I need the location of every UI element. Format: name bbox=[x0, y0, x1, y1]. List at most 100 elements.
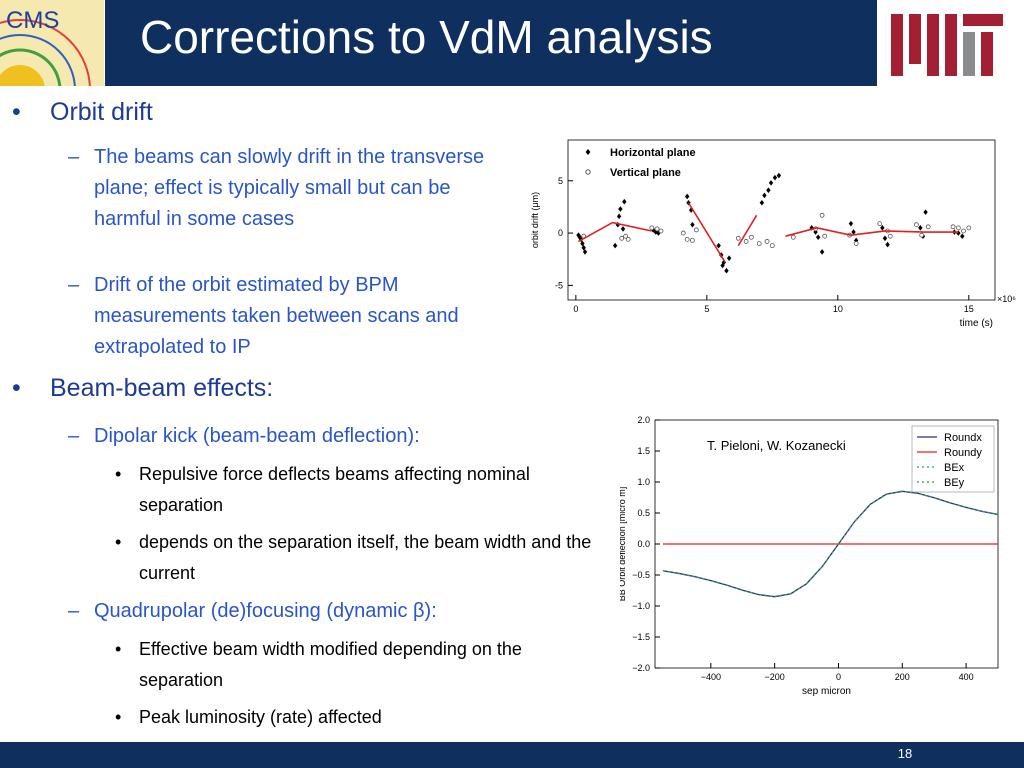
x-tick-label: 15 bbox=[964, 304, 974, 314]
point bbox=[690, 221, 695, 228]
y-tick-label: 0 bbox=[558, 228, 563, 238]
point bbox=[576, 232, 581, 238]
point bbox=[581, 244, 586, 251]
point bbox=[790, 234, 796, 240]
slide-title: Corrections to VdM analysis bbox=[140, 11, 713, 63]
y-tick-label: 0.0 bbox=[637, 539, 650, 549]
annotation: T. Pieloni, W. Kozanecki bbox=[707, 438, 846, 453]
point bbox=[819, 212, 825, 218]
cms-logo-graphic: CMS bbox=[0, 7, 91, 86]
dash-marker: – bbox=[68, 600, 80, 622]
sub-sub-bullet: depends on the separation itself, the be… bbox=[139, 532, 592, 583]
point bbox=[960, 233, 965, 240]
legend-swatch bbox=[585, 149, 591, 155]
legend-label: BEx bbox=[944, 462, 965, 474]
cms-logo: CMS bbox=[0, 0, 104, 86]
point bbox=[882, 235, 888, 242]
logo-bar bbox=[945, 14, 957, 76]
y-tick-label: −1.5 bbox=[632, 632, 650, 642]
point bbox=[918, 225, 923, 231]
point bbox=[658, 228, 664, 234]
bullet-marker: • bbox=[12, 98, 21, 126]
y-tick-label: 5 bbox=[558, 176, 563, 186]
point bbox=[877, 221, 883, 227]
point bbox=[815, 234, 821, 241]
point bbox=[925, 224, 931, 230]
bullet: Orbit drift bbox=[50, 98, 153, 126]
y-axis-label: BB Orbit deflection [micro m] bbox=[620, 487, 627, 602]
point bbox=[726, 255, 732, 261]
point bbox=[766, 187, 771, 193]
sub-sub-bullet: Repulsive force deflects beams affecting… bbox=[139, 464, 530, 515]
point bbox=[880, 225, 885, 231]
point bbox=[762, 192, 767, 199]
sub-bullet: Dipolar kick (beam-beam deflection): bbox=[94, 425, 420, 447]
point bbox=[819, 249, 825, 255]
legend-label: Roundx bbox=[944, 432, 982, 444]
logo-text: CMS bbox=[6, 7, 59, 34]
point bbox=[961, 228, 966, 234]
x-tick-label: 400 bbox=[959, 672, 974, 682]
logo-bar bbox=[981, 32, 993, 76]
point bbox=[848, 220, 854, 227]
footer-bar bbox=[0, 742, 1024, 768]
point bbox=[759, 199, 765, 206]
x-tick-label: −200 bbox=[765, 672, 785, 682]
x-tick-label: 200 bbox=[895, 672, 910, 682]
series-line bbox=[578, 202, 959, 263]
point bbox=[684, 236, 690, 242]
point bbox=[684, 193, 690, 200]
title-bar bbox=[105, 0, 877, 86]
sub-sub-bullet: Effective beam width modified depending … bbox=[139, 639, 522, 690]
point bbox=[620, 226, 626, 232]
point bbox=[764, 239, 770, 244]
x-tick-label: 10 bbox=[833, 304, 843, 314]
point bbox=[768, 180, 774, 186]
logo-bar bbox=[963, 32, 975, 76]
x-axis-label: time (s) bbox=[960, 318, 993, 329]
point bbox=[914, 222, 919, 228]
point bbox=[693, 227, 699, 233]
point bbox=[680, 230, 686, 236]
point bbox=[654, 226, 660, 232]
point bbox=[619, 235, 625, 241]
plot-frame bbox=[567, 139, 996, 301]
point bbox=[649, 225, 655, 231]
point bbox=[966, 225, 972, 231]
y-tick-label: −1.0 bbox=[632, 601, 650, 611]
y-tick-label: -5 bbox=[555, 281, 563, 291]
x-tick-label: 0 bbox=[573, 304, 578, 314]
point bbox=[956, 230, 961, 236]
point bbox=[853, 241, 859, 246]
bullet-marker: • bbox=[115, 639, 122, 659]
logo-core bbox=[0, 65, 45, 86]
dash-marker: – bbox=[68, 274, 80, 296]
x-tick-label: −400 bbox=[701, 672, 721, 682]
series-line bbox=[662, 490, 999, 598]
point bbox=[616, 213, 622, 220]
point bbox=[822, 233, 828, 239]
page-number: 18 bbox=[897, 746, 913, 761]
point bbox=[720, 262, 725, 269]
point bbox=[950, 224, 956, 230]
logo-bar bbox=[963, 14, 1003, 26]
point bbox=[769, 243, 775, 249]
y-tick-label: 1.0 bbox=[637, 477, 650, 487]
bullet: Beam-beam effects: bbox=[50, 374, 274, 402]
point bbox=[622, 198, 627, 205]
point bbox=[716, 242, 721, 249]
point bbox=[923, 209, 928, 215]
sub-bullet: Quadrupolar (de)focusing (dynamic β): bbox=[94, 600, 437, 622]
point bbox=[690, 237, 695, 243]
point bbox=[743, 239, 749, 244]
legend-label: Horizontal plane bbox=[610, 147, 696, 159]
point bbox=[618, 206, 623, 212]
sub-bullet: Drift of the orbit estimated by BPM meas… bbox=[94, 274, 459, 358]
x-tick-label: 0 bbox=[836, 672, 841, 682]
legend-label: Vertical plane bbox=[610, 167, 681, 179]
point bbox=[735, 235, 741, 241]
y-tick-label: 0.5 bbox=[637, 508, 650, 518]
point bbox=[776, 172, 782, 179]
logo-arc bbox=[0, 34, 76, 86]
legend-label: Roundy bbox=[944, 447, 982, 459]
